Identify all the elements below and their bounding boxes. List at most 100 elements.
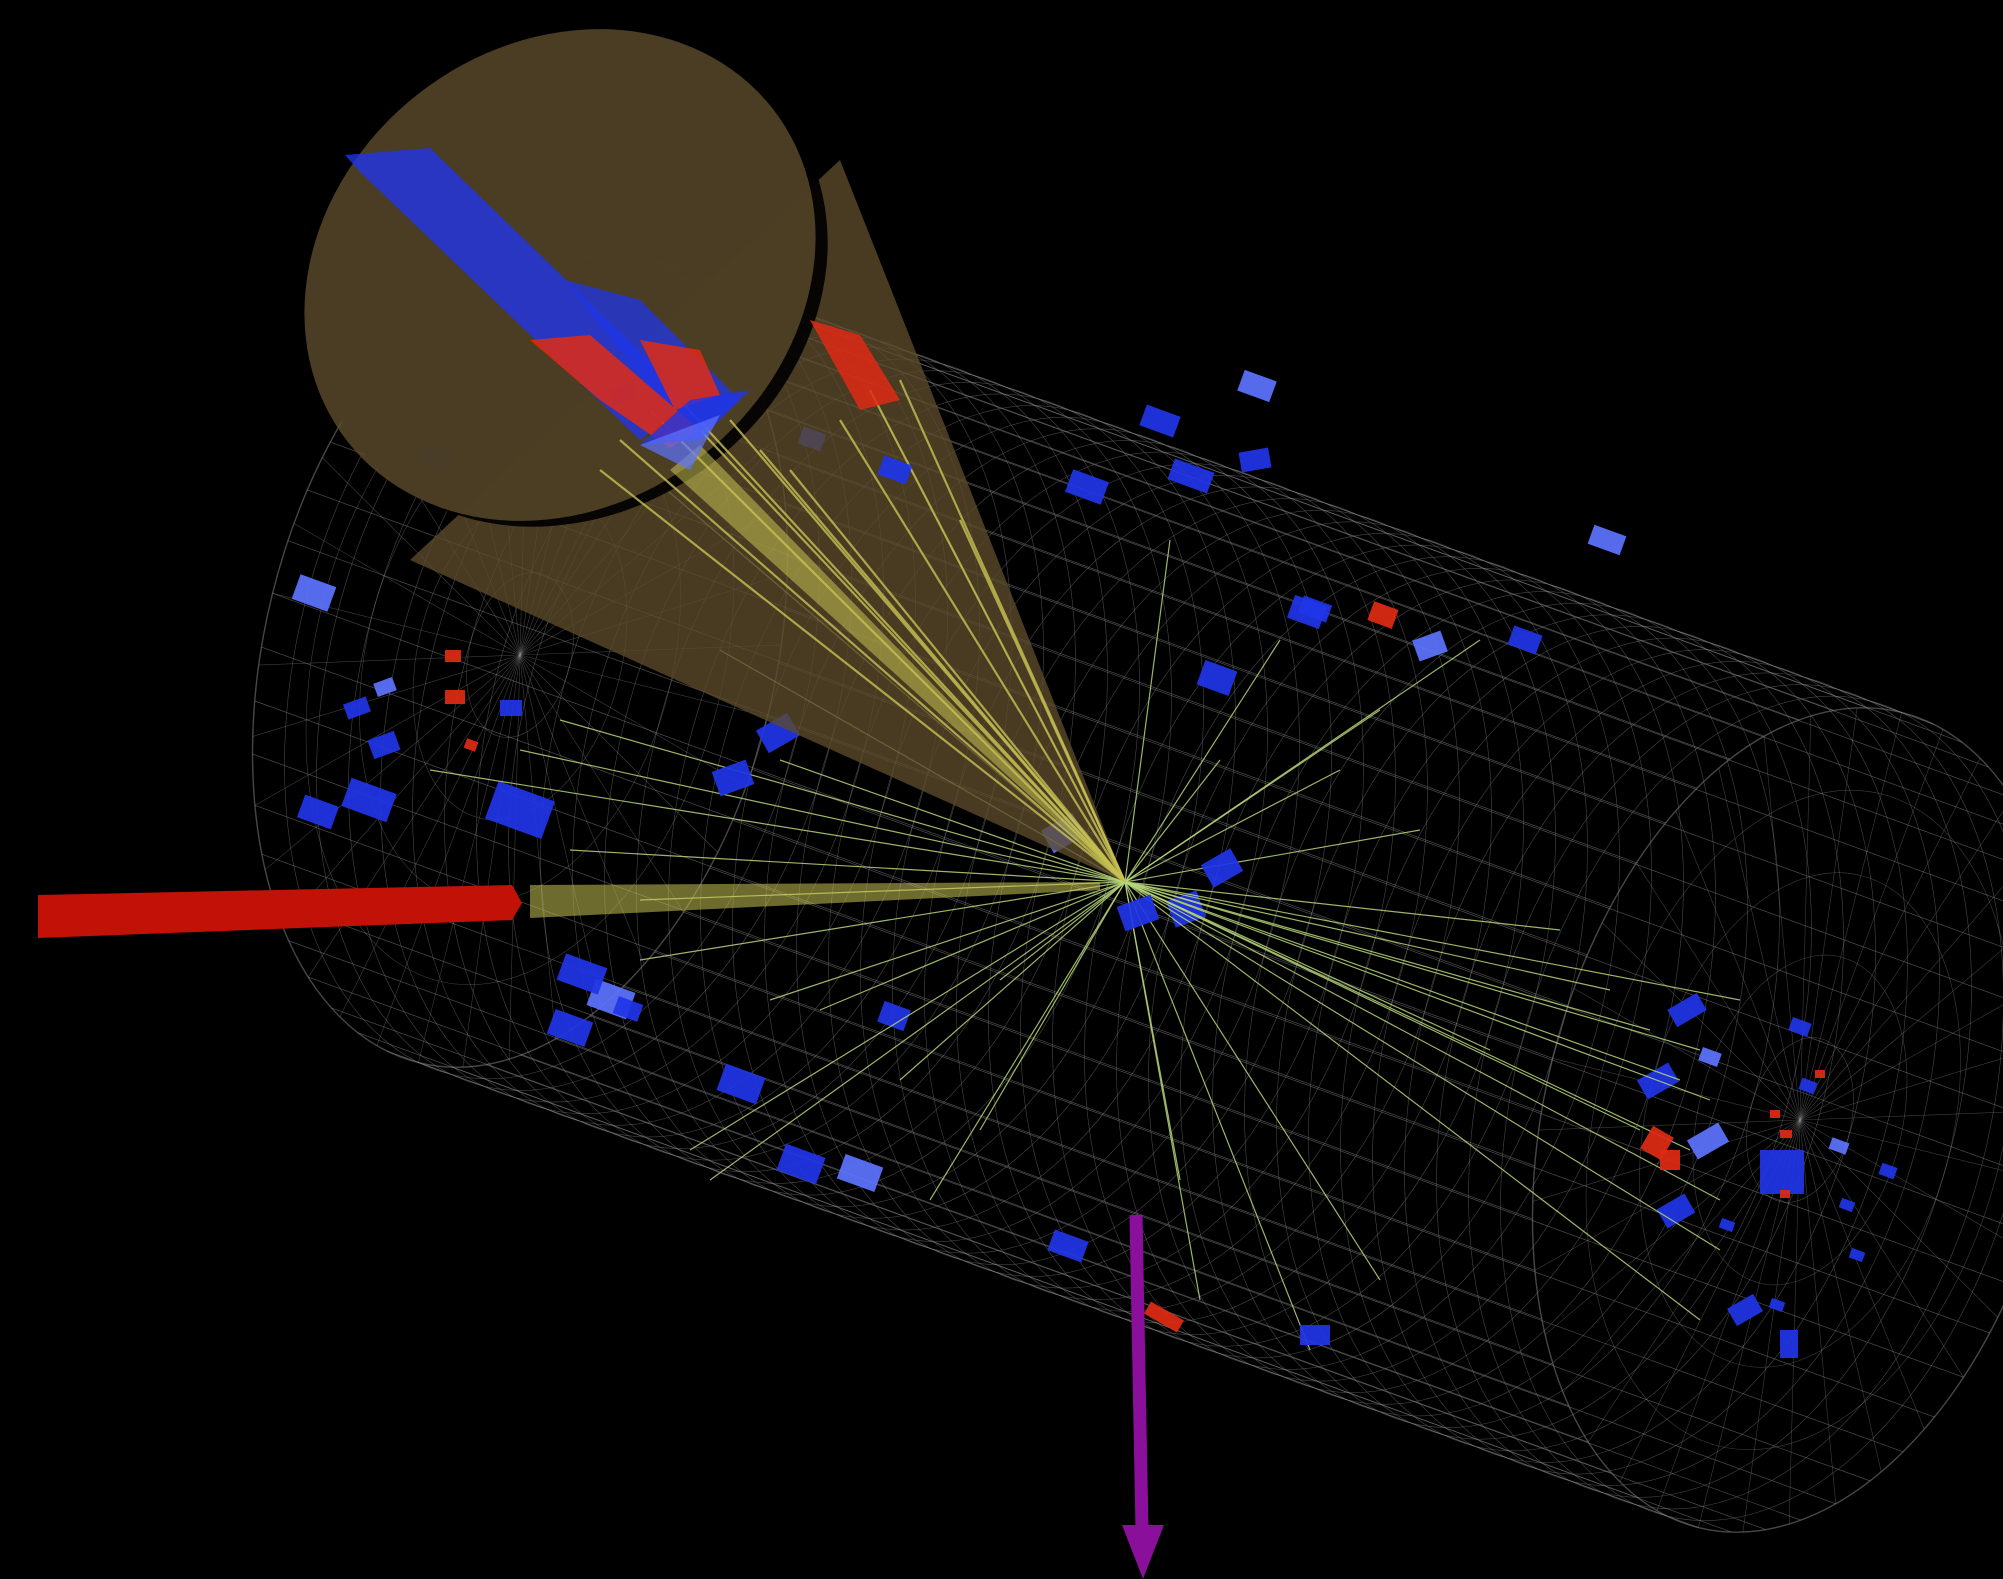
endcap-right-radial-wire xyxy=(1602,922,1801,1121)
em-deposit xyxy=(1686,1122,1730,1160)
em-deposit xyxy=(1587,524,1627,556)
endcap-left-radial-wire xyxy=(508,654,521,1060)
em-deposit xyxy=(1656,1193,1696,1229)
particle-track xyxy=(1124,881,1311,1351)
particle-track xyxy=(1124,881,1641,1131)
endcap-left-radial-wire xyxy=(519,654,747,787)
em-deposit xyxy=(1698,1047,1722,1067)
particle-track xyxy=(999,881,1126,981)
jet-track xyxy=(759,449,1126,883)
endcap-right-radial-wire xyxy=(1799,885,2003,1121)
particle-track xyxy=(639,881,1126,961)
hadronic-deposit xyxy=(1815,1070,1825,1078)
endcap-right-radial-wire xyxy=(1675,810,1801,1121)
endcap-right-ring xyxy=(1746,1037,1854,1203)
endcap-right-radial-wire xyxy=(1534,1119,1801,1271)
particle-track xyxy=(1124,881,1701,1321)
em-deposit xyxy=(1780,1330,1798,1358)
particle-track xyxy=(1124,769,1341,883)
em-deposit xyxy=(1412,630,1448,662)
hadronic-deposit xyxy=(1780,1130,1792,1138)
em-deposit xyxy=(1878,1162,1898,1180)
particle-track xyxy=(819,881,1126,1011)
em-tower-large xyxy=(640,390,750,445)
particle-track xyxy=(1124,881,1381,1281)
particle-track xyxy=(1124,639,1281,883)
em-deposit xyxy=(1507,625,1543,655)
em-deposit xyxy=(1065,469,1109,505)
arrows xyxy=(38,882,1164,1579)
em-deposit xyxy=(500,700,522,716)
endcap-left-radial-wire xyxy=(339,654,521,1017)
endcap-right-radial-wire xyxy=(1799,1119,1998,1318)
barrel-ring xyxy=(1531,707,2003,1533)
endcap-left-radial-wire xyxy=(519,654,602,1007)
endcap-left-radial-wire xyxy=(254,654,521,806)
endcap-left-radial-wire xyxy=(519,654,557,1039)
particle-track xyxy=(769,881,1126,1001)
em-deposit xyxy=(367,730,401,760)
particle-track xyxy=(1124,829,1421,883)
jet-track xyxy=(869,389,1126,883)
jet-track xyxy=(619,439,1126,883)
particle-track xyxy=(1124,881,1681,1081)
endcap-right-radial-wire xyxy=(1799,707,1858,1121)
em-deposit xyxy=(1300,1325,1330,1345)
hadronic-tower xyxy=(810,320,900,410)
hadronic-deposit xyxy=(463,738,479,752)
endcap-left-radial-wire xyxy=(519,654,768,717)
endcap-left-radial-wire xyxy=(519,654,684,913)
em-deposit xyxy=(1727,1293,1763,1327)
endcap-left-radial-wire xyxy=(252,654,521,737)
endcap-right-radial-wire xyxy=(1573,988,1801,1121)
particle-track xyxy=(1124,881,1491,1051)
endcap-left-radial-wire xyxy=(282,654,521,928)
particle-track xyxy=(1124,881,1721,1201)
beam-arrow-trail xyxy=(530,882,1100,918)
em-deposit xyxy=(373,677,397,697)
hadronic-deposit xyxy=(445,690,465,704)
endcap-right-radial-wire xyxy=(1799,1119,1964,1378)
endcap-right-radial-wire xyxy=(1538,1119,1801,1131)
endcap-right-radial-wire xyxy=(1636,862,1801,1121)
endcap-left-radial-wire xyxy=(418,654,521,1063)
particle-track xyxy=(1124,639,1481,883)
particle-track xyxy=(1124,539,1171,883)
jet-track xyxy=(699,429,1126,883)
particle-track xyxy=(1124,759,1221,883)
hadronic-tower xyxy=(640,340,720,410)
endcap-left-radial-wire xyxy=(376,654,521,1046)
endcap-right-radial-wire xyxy=(1799,712,1902,1121)
em-deposit xyxy=(612,996,644,1022)
particle-track xyxy=(899,881,1126,1081)
hadronic-deposit xyxy=(1770,1110,1780,1118)
em-tower-large xyxy=(640,415,720,470)
particle-track xyxy=(1124,881,1741,1001)
hadronic-deposit xyxy=(445,650,461,662)
em-deposit xyxy=(836,1153,884,1193)
particle-track xyxy=(559,719,1126,883)
endcap-right-radial-wire xyxy=(1799,715,1812,1121)
hadronic-deposit xyxy=(1780,1190,1790,1198)
endcap-right-radial-wire xyxy=(1718,768,1801,1121)
em-deposit xyxy=(1196,659,1238,697)
particle-track xyxy=(779,759,1126,883)
particle-track xyxy=(569,849,1126,883)
em-deposit xyxy=(1788,1017,1812,1037)
endcap-right-radial-wire xyxy=(1552,1058,1801,1121)
endcap-right-radial-wire xyxy=(1799,1119,1882,1472)
particle-track xyxy=(519,749,1126,883)
endcap-right-radial-wire xyxy=(1799,1119,2003,1171)
hadronic-deposit xyxy=(1367,601,1399,629)
endcap-right-radial-wire xyxy=(1799,1119,1837,1504)
em-deposit xyxy=(1297,595,1333,623)
em-deposit xyxy=(1828,1137,1850,1155)
em-deposit xyxy=(776,1143,826,1185)
hadronic-tower xyxy=(530,335,700,448)
em-deposit xyxy=(341,777,397,823)
endcap-right-radial-wire xyxy=(1763,736,1801,1121)
endcap-right-radial-wire xyxy=(1799,810,2003,1121)
particle-track xyxy=(709,881,1126,1181)
particle-track xyxy=(1124,881,1181,1181)
